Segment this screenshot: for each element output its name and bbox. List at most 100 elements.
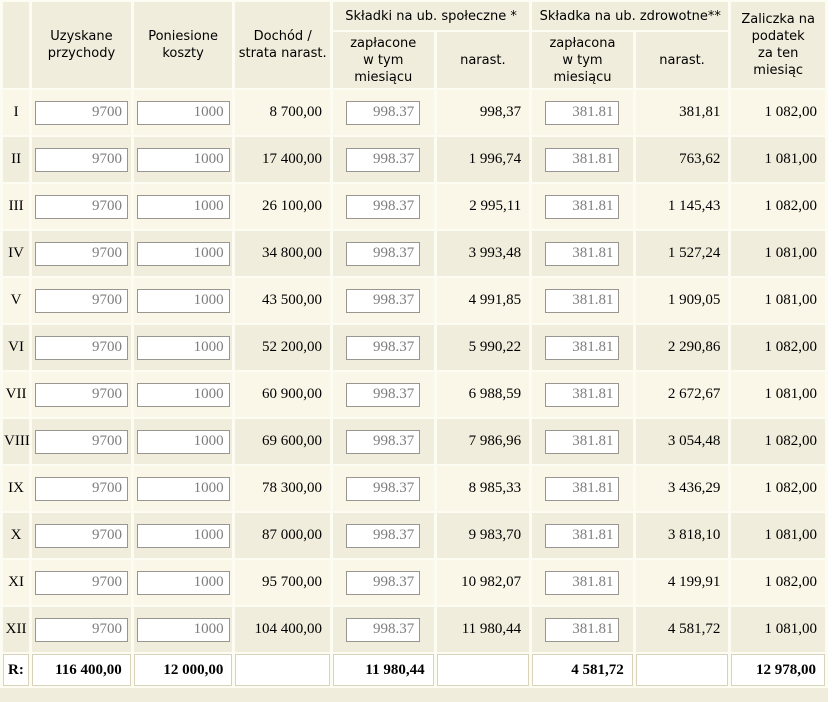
header-zaliczka: Zaliczka na podatek za ten miesiąc <box>731 2 825 88</box>
przychody-input[interactable] <box>34 147 128 172</box>
zdrowotne-paid-cell <box>532 278 633 323</box>
zdrowotne-paid-cell <box>532 466 633 511</box>
koszty-input[interactable] <box>136 570 230 595</box>
dochod-cell: 26 100,00 <box>235 184 330 229</box>
zdrowotne-paid-input[interactable] <box>545 335 620 360</box>
przychody-cell <box>32 372 131 417</box>
zdrowotne-cum-cell: 1 145,43 <box>635 184 729 229</box>
koszty-cell <box>133 466 233 511</box>
przychody-input[interactable] <box>34 570 128 595</box>
koszty-input[interactable] <box>136 100 230 125</box>
zdrowotne-paid-cell <box>532 419 633 464</box>
header-koszty: Poniesione koszty <box>133 2 233 88</box>
table-row: XI 95 700,00 10 982,07 4 199,911 082,00 <box>3 560 825 605</box>
zdrowotne-paid-cell <box>532 325 633 370</box>
przychody-cell <box>32 137 131 182</box>
koszty-input[interactable] <box>136 523 230 548</box>
zdrowotne-cum-cell: 3 818,10 <box>635 513 729 558</box>
header-dochod: Dochód / strata narast. <box>235 2 330 88</box>
zdrowotne-paid-cell <box>532 137 633 182</box>
spoleczne-cum-cell: 998,37 <box>436 90 530 135</box>
table-row: VI 52 200,00 5 990,22 2 290,861 082,00 <box>3 325 825 370</box>
zdrowotne-paid-input[interactable] <box>545 288 620 313</box>
spoleczne-paid-cell <box>332 513 434 558</box>
zdrowotne-paid-input[interactable] <box>545 429 620 454</box>
table-row: X 87 000,00 9 983,70 3 818,101 081,00 <box>3 513 825 558</box>
przychody-input[interactable] <box>34 382 128 407</box>
przychody-cell <box>32 607 131 652</box>
month-label: VII <box>3 372 30 417</box>
zdrowotne-cum-cell: 2 290,86 <box>635 325 729 370</box>
zdrowotne-paid-input[interactable] <box>545 100 620 125</box>
dochod-cell: 8 700,00 <box>235 90 330 135</box>
koszty-input[interactable] <box>136 288 230 313</box>
month-label: V <box>3 278 30 323</box>
summary-row: R: 116 400,00 12 000,00 11 980,44 4 581,… <box>3 654 825 686</box>
przychody-input[interactable] <box>34 617 128 642</box>
summary-label: R: <box>3 654 30 686</box>
bottom-strip <box>0 688 828 702</box>
spoleczne-paid-input[interactable] <box>346 570 421 595</box>
koszty-input[interactable] <box>136 382 230 407</box>
zdrowotne-paid-cell <box>532 372 633 417</box>
zdrowotne-paid-input[interactable] <box>545 476 620 501</box>
spoleczne-paid-input[interactable] <box>346 382 421 407</box>
koszty-input[interactable] <box>136 147 230 172</box>
przychody-input[interactable] <box>34 194 128 219</box>
zdrowotne-paid-input[interactable] <box>545 241 620 266</box>
spoleczne-paid-cell <box>332 466 434 511</box>
koszty-input[interactable] <box>136 194 230 219</box>
koszty-input[interactable] <box>136 429 230 454</box>
spoleczne-paid-input[interactable] <box>346 194 421 219</box>
spoleczne-paid-input[interactable] <box>346 335 421 360</box>
zaliczka-cell: 1 082,00 <box>731 184 825 229</box>
przychody-input[interactable] <box>34 100 128 125</box>
dochod-cell: 95 700,00 <box>235 560 330 605</box>
spoleczne-paid-input[interactable] <box>346 100 421 125</box>
przychody-input[interactable] <box>34 429 128 454</box>
przychody-input[interactable] <box>34 241 128 266</box>
summary-spoleczne-paid: 11 980,44 <box>332 654 434 686</box>
przychody-input[interactable] <box>34 476 128 501</box>
summary-spoleczne-cum <box>436 654 530 686</box>
zaliczka-cell: 1 081,00 <box>731 372 825 417</box>
koszty-input[interactable] <box>136 335 230 360</box>
koszty-input[interactable] <box>136 241 230 266</box>
spoleczne-paid-cell <box>332 607 434 652</box>
zdrowotne-paid-input[interactable] <box>545 147 620 172</box>
zaliczka-cell: 1 081,00 <box>731 607 825 652</box>
spoleczne-paid-input[interactable] <box>346 429 421 454</box>
summary-zdrowotne-cum <box>635 654 729 686</box>
spoleczne-paid-input[interactable] <box>346 476 421 501</box>
koszty-cell <box>133 231 233 276</box>
zdrowotne-paid-input[interactable] <box>545 617 620 642</box>
spoleczne-paid-input[interactable] <box>346 147 421 172</box>
przychody-input[interactable] <box>34 335 128 360</box>
zdrowotne-paid-input[interactable] <box>545 382 620 407</box>
month-label: I <box>3 90 30 135</box>
koszty-input[interactable] <box>136 476 230 501</box>
zdrowotne-cum-cell: 1 527,24 <box>635 231 729 276</box>
zaliczka-cell: 1 082,00 <box>731 325 825 370</box>
spoleczne-paid-input[interactable] <box>346 617 421 642</box>
zdrowotne-paid-input[interactable] <box>545 194 620 219</box>
zdrowotne-cum-cell: 2 672,67 <box>635 372 729 417</box>
spoleczne-paid-cell <box>332 372 434 417</box>
header-zdrowotne-paid: zapłacona w tym miesiącu <box>532 32 633 88</box>
przychody-cell <box>32 466 131 511</box>
przychody-input[interactable] <box>34 288 128 313</box>
zdrowotne-paid-cell <box>532 231 633 276</box>
zdrowotne-paid-cell <box>532 607 633 652</box>
zaliczka-cell: 1 081,00 <box>731 231 825 276</box>
przychody-input[interactable] <box>34 523 128 548</box>
zdrowotne-paid-input[interactable] <box>545 523 620 548</box>
spoleczne-paid-input[interactable] <box>346 288 421 313</box>
spoleczne-paid-input[interactable] <box>346 241 421 266</box>
koszty-cell <box>133 607 233 652</box>
zdrowotne-paid-input[interactable] <box>545 570 620 595</box>
spoleczne-paid-input[interactable] <box>346 523 421 548</box>
koszty-input[interactable] <box>136 617 230 642</box>
header-zdrowotne-cum: narast. <box>635 32 729 88</box>
koszty-cell <box>133 278 233 323</box>
spoleczne-cum-cell: 1 996,74 <box>436 137 530 182</box>
